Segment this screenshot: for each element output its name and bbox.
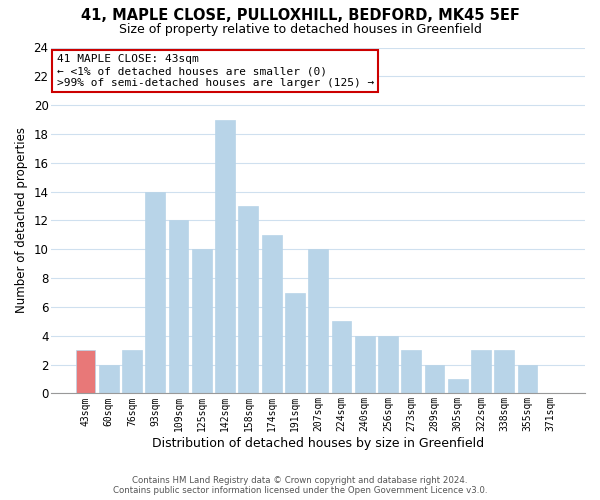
Text: Contains HM Land Registry data © Crown copyright and database right 2024.
Contai: Contains HM Land Registry data © Crown c… xyxy=(113,476,487,495)
Y-axis label: Number of detached properties: Number of detached properties xyxy=(15,128,28,314)
Text: Size of property relative to detached houses in Greenfield: Size of property relative to detached ho… xyxy=(119,22,481,36)
Bar xyxy=(76,350,95,394)
Bar xyxy=(262,235,281,394)
Bar xyxy=(145,192,165,394)
Bar xyxy=(192,250,212,394)
Bar xyxy=(122,350,142,394)
Bar xyxy=(285,292,305,394)
Bar xyxy=(169,220,188,394)
Bar xyxy=(471,350,491,394)
Bar xyxy=(448,379,467,394)
Bar xyxy=(518,364,538,394)
Bar xyxy=(494,350,514,394)
Bar xyxy=(378,336,398,394)
Text: 41 MAPLE CLOSE: 43sqm
← <1% of detached houses are smaller (0)
>99% of semi-deta: 41 MAPLE CLOSE: 43sqm ← <1% of detached … xyxy=(56,54,374,88)
Bar xyxy=(401,350,421,394)
X-axis label: Distribution of detached houses by size in Greenfield: Distribution of detached houses by size … xyxy=(152,437,484,450)
Bar xyxy=(238,206,258,394)
Bar xyxy=(332,322,352,394)
Bar xyxy=(99,364,119,394)
Text: 41, MAPLE CLOSE, PULLOXHILL, BEDFORD, MK45 5EF: 41, MAPLE CLOSE, PULLOXHILL, BEDFORD, MK… xyxy=(80,8,520,22)
Bar xyxy=(355,336,374,394)
Bar xyxy=(215,120,235,394)
Bar xyxy=(308,250,328,394)
Bar xyxy=(425,364,445,394)
